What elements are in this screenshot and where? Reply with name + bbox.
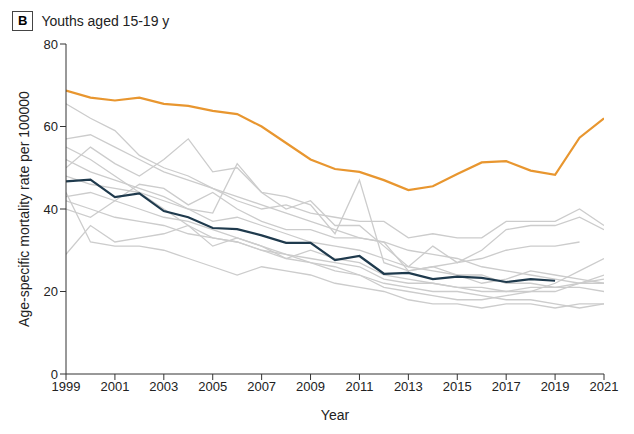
- svg-text:2017: 2017: [492, 379, 521, 394]
- svg-text:2021: 2021: [590, 379, 619, 394]
- svg-text:2011: 2011: [345, 379, 373, 394]
- svg-text:80: 80: [44, 37, 58, 52]
- svg-text:2007: 2007: [247, 379, 276, 394]
- svg-text:2003: 2003: [149, 379, 178, 394]
- svg-text:2009: 2009: [296, 379, 325, 394]
- svg-text:2019: 2019: [541, 379, 570, 394]
- svg-text:2013: 2013: [394, 379, 423, 394]
- svg-text:40: 40: [44, 202, 58, 217]
- svg-text:2005: 2005: [198, 379, 227, 394]
- svg-text:0: 0: [51, 367, 58, 382]
- svg-text:2001: 2001: [100, 379, 129, 394]
- svg-text:1999: 1999: [51, 379, 81, 395]
- svg-text:2015: 2015: [443, 379, 472, 394]
- html-text:Youths aged 15-19 y: Youths aged 15-19 y: [41, 13, 170, 29]
- svg-text:60: 60: [44, 119, 58, 134]
- svg-text:Age-specific mortality rate pe: Age-specific mortality rate per 100000: [16, 91, 32, 327]
- svg-text:Year: Year: [321, 407, 350, 423]
- html-text:B: B: [18, 13, 28, 28]
- svg-text:20: 20: [44, 284, 58, 299]
